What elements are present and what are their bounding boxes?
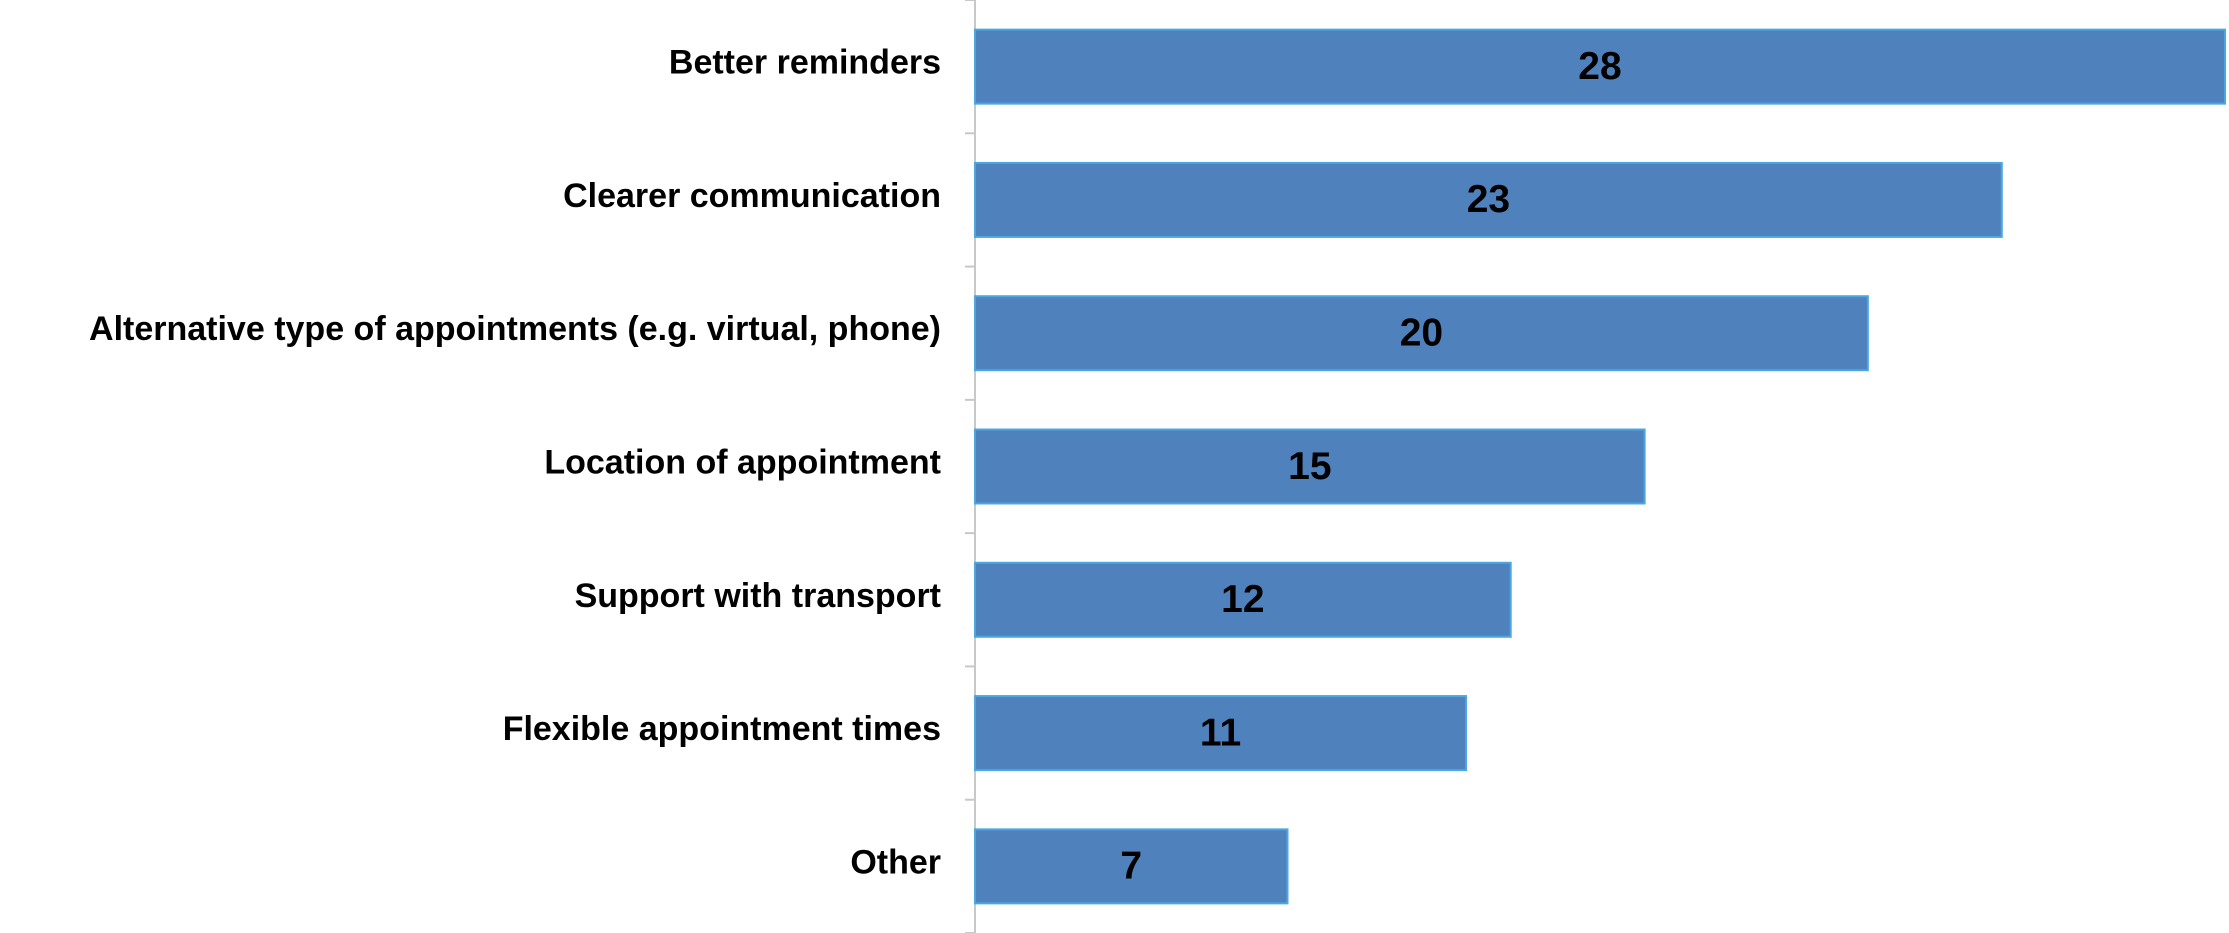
- bar: [974, 161, 2003, 238]
- bar: [974, 828, 1289, 905]
- category-label: Location of appointment: [544, 443, 941, 481]
- category-label: Clearer communication: [563, 177, 941, 215]
- value-label: 7: [1120, 845, 1142, 888]
- category-label: Better reminders: [669, 44, 941, 82]
- bar: [974, 428, 1646, 505]
- value-label: 12: [1221, 578, 1264, 621]
- bar: [974, 295, 1869, 372]
- bar: [974, 561, 1512, 638]
- value-label: 15: [1288, 445, 1331, 488]
- bar: [974, 28, 2226, 105]
- bar: [974, 695, 1468, 772]
- value-label: 11: [1200, 711, 1241, 754]
- category-label: Flexible appointment times: [503, 710, 941, 748]
- category-label: Support with transport: [575, 577, 941, 615]
- category-label: Alternative type of appointments (e.g. v…: [89, 310, 941, 348]
- value-label: 20: [1400, 312, 1443, 355]
- value-label: 23: [1467, 178, 1510, 221]
- category-label: Other: [850, 843, 941, 881]
- value-label: 28: [1578, 45, 1621, 88]
